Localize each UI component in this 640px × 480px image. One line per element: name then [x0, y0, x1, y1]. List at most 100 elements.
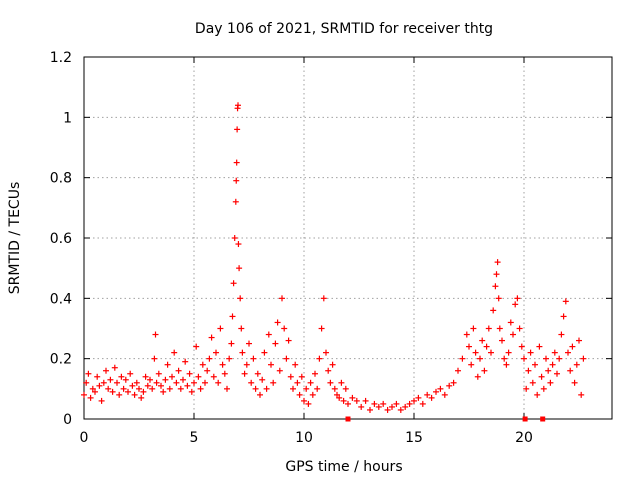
- data-point: [493, 271, 500, 278]
- data-point: [193, 343, 200, 350]
- data-point: [109, 388, 116, 395]
- data-point: [199, 361, 206, 368]
- data-point: [538, 373, 545, 380]
- data-point: [367, 406, 373, 413]
- data-point: [375, 403, 382, 410]
- data-point: [362, 397, 369, 404]
- data-point: [307, 379, 314, 386]
- data-point: [298, 373, 305, 380]
- data-point: [83, 379, 90, 386]
- data-point: [338, 379, 345, 386]
- data-point: [232, 198, 239, 205]
- data-point: [116, 391, 123, 398]
- y-tick-label: 0.2: [50, 352, 72, 368]
- data-point: [305, 400, 312, 407]
- data-point: [578, 391, 585, 398]
- data-point: [494, 259, 501, 266]
- data-point: [265, 331, 272, 338]
- data-point: [437, 385, 444, 392]
- data-point: [318, 325, 325, 332]
- data-point: [507, 319, 514, 326]
- data-point: [450, 379, 457, 386]
- data-point: [428, 394, 435, 401]
- data-point: [573, 361, 580, 368]
- data-point: [287, 373, 294, 380]
- data-point: [94, 373, 101, 380]
- data-point: [246, 340, 252, 347]
- data-point: [518, 343, 525, 350]
- data-point: [567, 367, 574, 374]
- data-point: [327, 379, 334, 386]
- data-point: [483, 343, 490, 350]
- data-point: [171, 349, 178, 356]
- data-point: [510, 331, 516, 338]
- data-point: [229, 313, 236, 320]
- data-point: [358, 403, 365, 410]
- data-point: [114, 379, 120, 386]
- data-point: [342, 385, 349, 392]
- data-point: [228, 340, 235, 347]
- data-point: [323, 349, 329, 356]
- data-point: [140, 388, 147, 395]
- data-point: [296, 391, 303, 398]
- y-tick-label: 1.2: [50, 50, 72, 66]
- data-point: [125, 388, 131, 395]
- data-point: [285, 337, 292, 344]
- data-point: [274, 319, 281, 326]
- data-point: [479, 337, 486, 344]
- data-point: [151, 355, 158, 362]
- data-point: [576, 337, 582, 344]
- data-point: [292, 361, 299, 368]
- data-point: [263, 385, 270, 392]
- data-point: [554, 370, 560, 377]
- data-point: [204, 367, 211, 374]
- data-point: [424, 391, 431, 398]
- data-point: [279, 295, 285, 302]
- data-point: [472, 349, 479, 356]
- data-point: [523, 385, 530, 392]
- data-point: [120, 385, 127, 392]
- data-point: [92, 388, 98, 395]
- data-point: [164, 361, 171, 368]
- data-point: [283, 355, 290, 362]
- data-point: [152, 331, 159, 338]
- data-point: [169, 373, 175, 380]
- data-point: [233, 159, 240, 166]
- data-point: [153, 379, 160, 386]
- data-point: [505, 349, 512, 356]
- data-point: [158, 382, 164, 389]
- data-point: [98, 397, 105, 404]
- data-point: [270, 379, 277, 386]
- data-point: [195, 373, 202, 380]
- y-axis-label: SRMTID / TECUs: [7, 182, 23, 295]
- data-point: [239, 349, 246, 356]
- data-point: [512, 301, 519, 308]
- data-point: [474, 373, 481, 380]
- data-point: [406, 400, 413, 407]
- x-tick-label: 0: [80, 430, 89, 446]
- data-point: [188, 388, 195, 395]
- data-point: [492, 283, 499, 290]
- data-point: [118, 373, 125, 380]
- data-point: [415, 394, 422, 401]
- data-point: [129, 382, 136, 389]
- data-point: [446, 382, 453, 389]
- data-point: [477, 355, 483, 362]
- data-point: [397, 406, 404, 413]
- data-point: [371, 400, 378, 407]
- data-point: [345, 400, 351, 407]
- data-point: [250, 355, 257, 362]
- data-point: [496, 325, 503, 332]
- data-point: [495, 295, 502, 302]
- x-axis-label: GPS time / hours: [285, 459, 402, 475]
- data-point: [103, 367, 109, 374]
- data-point: [191, 379, 197, 386]
- data-point: [233, 177, 240, 184]
- data-point: [521, 355, 527, 362]
- data-point: [314, 385, 321, 392]
- data-points: [81, 102, 587, 422]
- data-point: [160, 388, 167, 395]
- data-point: [565, 349, 571, 356]
- data-point: [312, 370, 318, 377]
- data-point: [257, 391, 263, 398]
